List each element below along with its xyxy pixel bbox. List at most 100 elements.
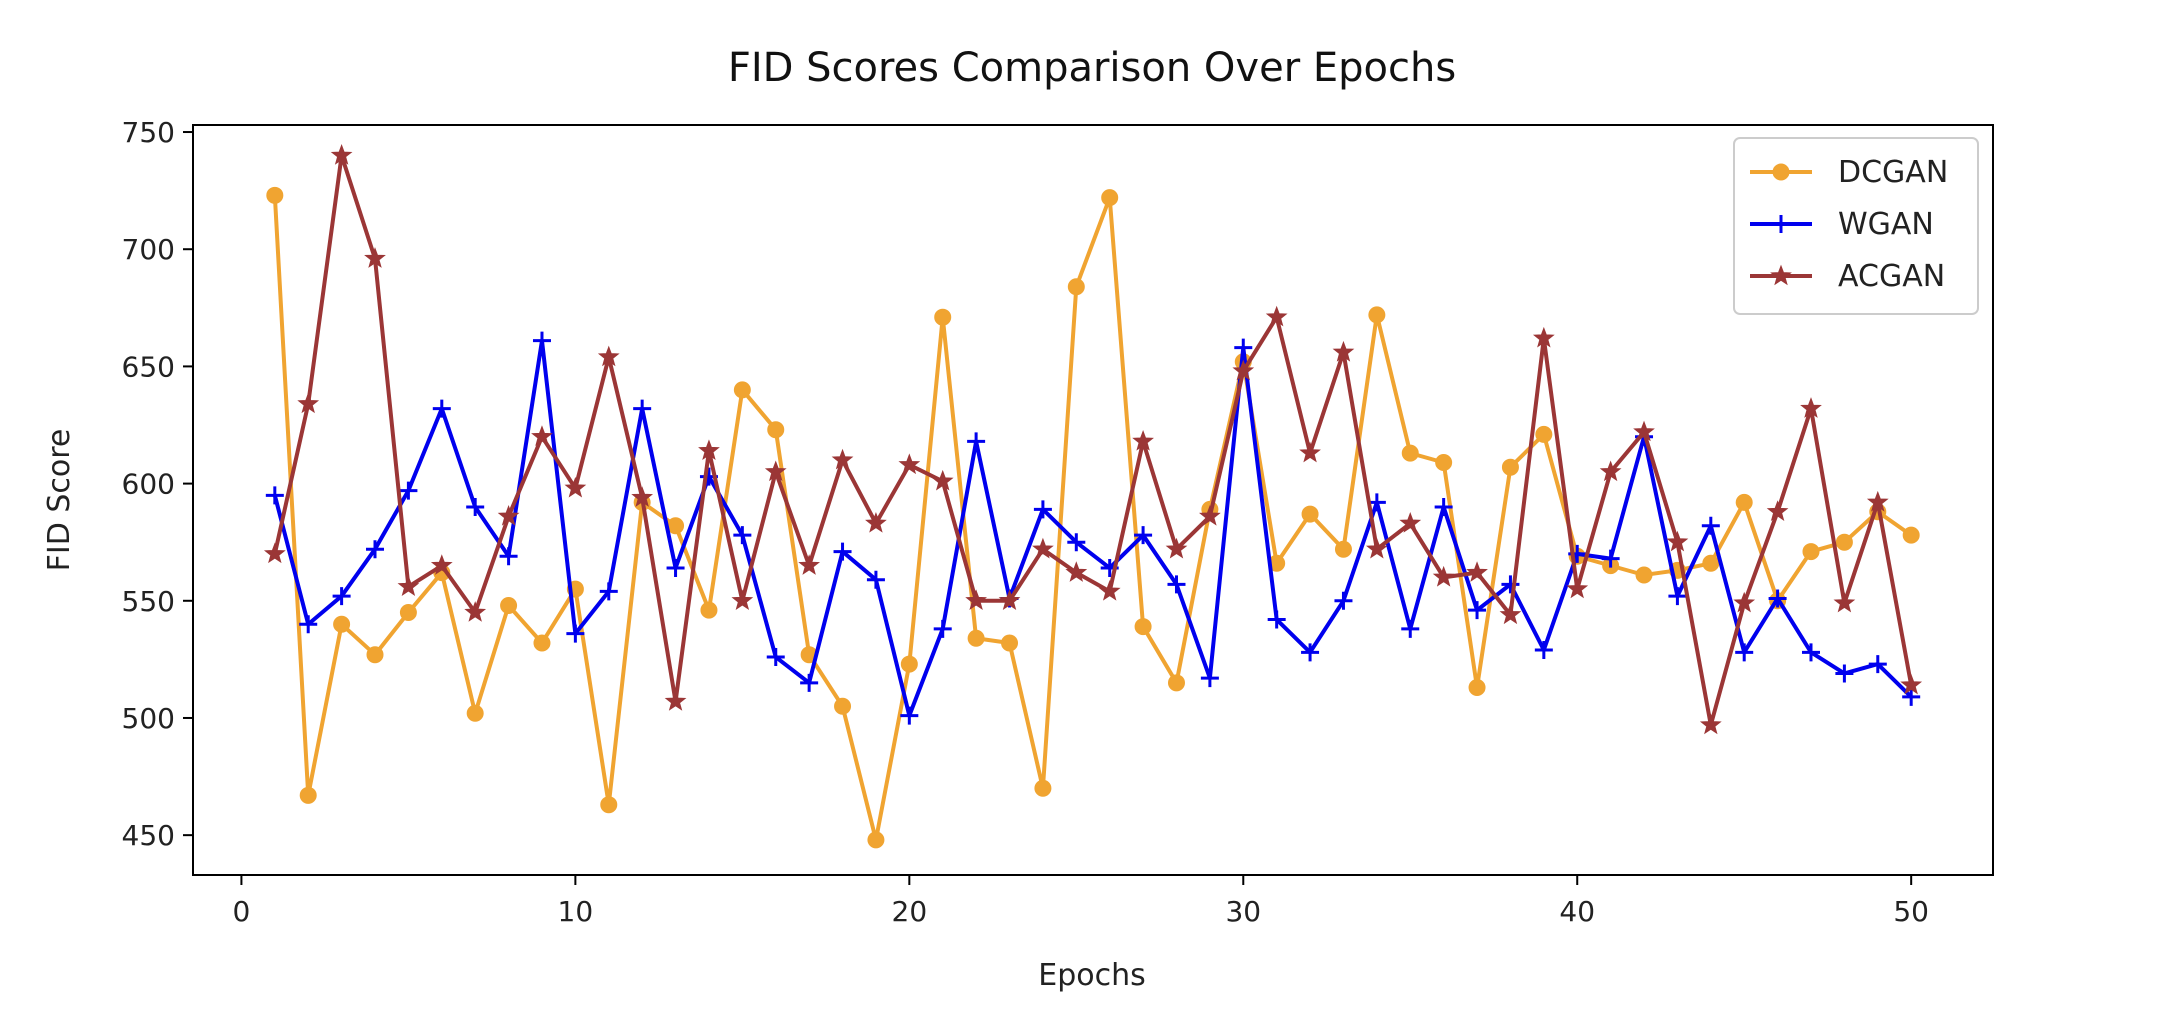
data-point-wgan: [532, 331, 551, 350]
data-point-dcgan: [1802, 543, 1820, 561]
data-point-dcgan: [366, 646, 384, 664]
data-point-acgan: [1265, 305, 1288, 327]
y-tick-label: 600: [122, 468, 175, 501]
data-point-acgan: [1232, 359, 1255, 381]
data-point-wgan: [1401, 619, 1420, 638]
data-point-dcgan: [333, 615, 351, 633]
data-point-dcgan: [1134, 618, 1152, 636]
data-point-dcgan: [1435, 454, 1453, 471]
data-point-dcgan: [266, 186, 284, 204]
data-point-dcgan: [1101, 189, 1119, 207]
data-point-wgan: [265, 486, 284, 505]
data-point-dcgan: [1902, 526, 1920, 544]
data-point-acgan: [1532, 326, 1555, 348]
data-point-dcgan: [466, 704, 484, 722]
data-point-acgan: [898, 453, 921, 475]
legend-item-dcgan: DCGAN: [1750, 155, 1948, 190]
data-point-wgan: [800, 673, 819, 692]
data-point-wgan: [332, 587, 351, 606]
data-point-acgan: [998, 589, 1021, 611]
x-tick-label: 0: [233, 895, 251, 928]
data-point-acgan: [1432, 565, 1455, 587]
data-point-dcgan: [1735, 493, 1753, 511]
data-point-acgan: [1499, 603, 1522, 625]
data-point-acgan: [1733, 591, 1756, 613]
data-point-acgan: [1065, 561, 1088, 582]
data-point-acgan: [965, 589, 987, 611]
data-point-acgan: [1132, 429, 1154, 451]
data-point-acgan: [698, 439, 720, 461]
data-point-acgan: [1666, 530, 1689, 552]
data-point-acgan: [1800, 397, 1822, 418]
legend-item-wgan: WGAN: [1750, 207, 1934, 242]
x-axis: 0 10 20 30 40 50: [233, 875, 1929, 928]
data-point-dcgan: [1501, 458, 1519, 476]
data-point-acgan: [564, 476, 587, 498]
data-point-acgan: [1399, 512, 1422, 533]
data-point-wgan: [1534, 641, 1553, 659]
plot-area: 0 10 20 30 40 50 450 500 550 600 650 700 750: [122, 116, 1994, 928]
chart-title: FID Scores Comparison Over Epochs: [728, 45, 1456, 91]
data-point-dcgan: [1067, 278, 1085, 296]
data-point-dcgan: [867, 831, 885, 849]
data-point-dcgan: [1034, 779, 1052, 797]
data-point-acgan: [1699, 713, 1722, 735]
data-point-wgan: [499, 547, 518, 566]
data-point-acgan: [831, 448, 854, 470]
data-point-wgan: [1434, 498, 1453, 517]
data-point-acgan: [1766, 500, 1789, 521]
data-point-acgan: [1299, 441, 1321, 463]
data-point-wgan: [967, 432, 986, 451]
legend-label-dcgan: DCGAN: [1838, 155, 1948, 190]
data-point-acgan: [1199, 504, 1221, 526]
legend-item-acgan: ACGAN: [1750, 259, 1945, 294]
data-point-wgan: [766, 648, 785, 667]
series-acgan: [263, 144, 1923, 735]
legend-label-acgan: ACGAN: [1838, 259, 1945, 294]
data-point-dcgan: [967, 629, 985, 647]
y-tick-label: 750: [122, 116, 175, 149]
data-point-dcgan: [767, 421, 785, 439]
data-point-dcgan: [1334, 540, 1352, 558]
data-point-dcgan: [600, 796, 618, 814]
data-point-dcgan: [1167, 674, 1185, 692]
data-point-acgan: [931, 469, 954, 491]
data-point-acgan: [764, 460, 787, 482]
series-line-dcgan: [272, 195, 1913, 842]
data-point-acgan: [664, 690, 687, 711]
x-axis-title: Epochs: [1038, 958, 1146, 993]
data-point-wgan: [1501, 575, 1520, 594]
data-point-wgan: [1334, 591, 1353, 610]
data-point-dcgan: [533, 634, 551, 652]
legend: DCGAN WGAN ACGAN: [1733, 137, 1979, 315]
data-point-acgan: [597, 345, 620, 367]
data-point-wgan: [599, 582, 618, 601]
x-tick-label: 40: [1559, 895, 1595, 928]
x-tick-label: 50: [1893, 895, 1929, 928]
legend-box: [1733, 137, 1979, 315]
data-point-wgan: [1234, 338, 1253, 357]
data-point-wgan: [1835, 664, 1854, 683]
data-point-dcgan: [1368, 306, 1386, 324]
data-point-acgan: [1900, 673, 1923, 695]
y-tick-label: 550: [122, 585, 175, 618]
data-point-wgan: [1802, 643, 1820, 662]
data-point-dcgan: [1835, 533, 1853, 551]
y-tick-label: 450: [122, 819, 175, 852]
data-point-acgan: [865, 512, 887, 533]
data-point-acgan: [631, 486, 654, 507]
data-point-wgan: [733, 526, 752, 545]
data-point-acgan: [1633, 420, 1655, 442]
data-point-wgan: [1735, 643, 1754, 662]
legend-marker-dcgan: [1772, 163, 1790, 181]
data-point-dcgan: [667, 517, 685, 535]
data-point-wgan: [1601, 549, 1620, 568]
data-point-acgan: [1165, 537, 1188, 559]
data-point-dcgan: [1535, 425, 1553, 443]
data-point-acgan: [1566, 577, 1589, 599]
data-point-wgan: [1468, 601, 1487, 620]
data-point-dcgan: [399, 604, 417, 621]
series-line-wgan: [272, 338, 1913, 718]
